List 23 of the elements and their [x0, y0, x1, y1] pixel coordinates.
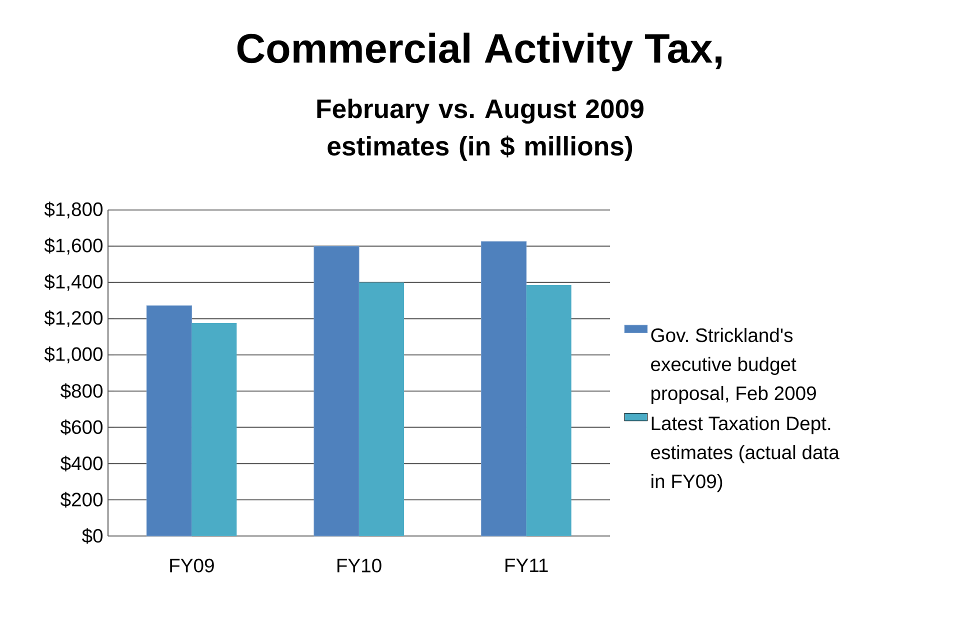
- bar: [192, 323, 237, 536]
- chart-title: Commercial Activity Tax,: [237, 32, 722, 72]
- x-tick-label: FY10: [337, 558, 382, 572]
- bar: [359, 282, 404, 536]
- x-tick-label: FY09: [170, 558, 214, 572]
- bar: [314, 246, 360, 536]
- legend-label: Latest Taxation Dept. estimates (actual data in FY09): [651, 416, 840, 492]
- y-tick-label: $600: [60, 419, 103, 436]
- y-tick-label: $0: [82, 528, 103, 544]
- y-tick-label: $1,400: [44, 274, 103, 291]
- y-tick-label: $400: [60, 456, 103, 472]
- y-tick-label: $1,200: [44, 310, 103, 328]
- y-tick-label: $1,600: [44, 238, 103, 255]
- y-tick-label: $200: [60, 492, 103, 508]
- x-tick-label: FY11: [506, 558, 548, 572]
- chart-subtitle: February vs. August 2009 estimates (in $ millions): [317, 98, 644, 161]
- bar: [146, 305, 192, 536]
- bar: [481, 241, 527, 536]
- y-tick-label: $800: [60, 383, 103, 399]
- bar: [526, 284, 572, 536]
- legend-label: Gov. Strickland's executive budget proposal, Feb 2009: [651, 328, 816, 404]
- y-tick-label: $1,000: [44, 346, 103, 364]
- y-tick-label: $1,800: [44, 202, 103, 218]
